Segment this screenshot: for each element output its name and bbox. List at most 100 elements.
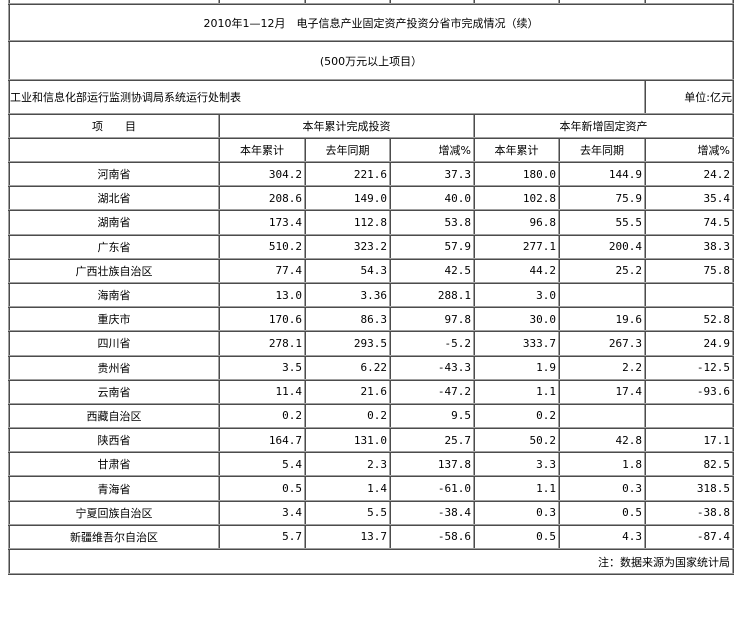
table-row: 湖北省 208.6 149.0 40.0 102.8 75.9 35.4 xyxy=(8,185,734,212)
value-cell: 510.2 xyxy=(218,233,306,260)
source-note: 注：数据来源为国家统计局 xyxy=(8,548,734,575)
header-group-new-assets: 本年新增固定资产 xyxy=(473,113,734,139)
value-cell: 131.0 xyxy=(304,427,391,454)
column-header: 本年累计 xyxy=(473,137,560,163)
province-name: 湖北省 xyxy=(8,185,220,212)
value-cell: 5.4 xyxy=(218,451,306,478)
value-cell: -47.2 xyxy=(389,378,475,405)
value-cell: 0.5 xyxy=(558,499,646,526)
value-cell: 5.7 xyxy=(218,523,306,551)
value-cell: 13.7 xyxy=(304,523,391,551)
value-cell: 55.5 xyxy=(558,209,646,236)
unit-label: 单位:亿元 xyxy=(644,79,734,115)
value-cell: 208.6 xyxy=(218,185,306,212)
table-row: 青海省 0.5 1.4 -61.0 1.1 0.3 318.5 xyxy=(8,475,734,502)
value-cell: 50.2 xyxy=(473,427,560,454)
province-name: 四川省 xyxy=(8,330,220,357)
value-cell: -12.5 xyxy=(644,354,734,381)
table-row: 宁夏回族自治区 3.4 5.5 -38.4 0.3 0.5 -38.8 xyxy=(8,499,734,526)
table-row: 海南省 13.0 3.36 288.1 3.0 xyxy=(8,281,734,309)
value-cell: 17.4 xyxy=(558,378,646,405)
stub-row xyxy=(8,0,734,5)
table-subtitle: (500万元以上项目） xyxy=(8,40,734,81)
value-cell: 0.2 xyxy=(304,402,391,430)
table-row: 甘肃省 5.4 2.3 137.8 3.3 1.8 82.5 xyxy=(8,451,734,478)
value-cell: 137.8 xyxy=(389,451,475,478)
value-cell: 86.3 xyxy=(304,306,391,333)
table-row: 新疆维吾尔自治区 5.7 13.7 -58.6 0.5 4.3 -87.4 xyxy=(8,523,734,551)
value-cell: 3.3 xyxy=(473,451,560,478)
province-name: 陕西省 xyxy=(8,427,220,454)
table-row: 贵州省 3.5 6.22 -43.3 1.9 2.2 -12.5 xyxy=(8,354,734,381)
column-header: 增减% xyxy=(389,137,475,163)
value-cell: 1.4 xyxy=(304,475,391,502)
value-cell: 38.3 xyxy=(644,233,734,260)
column-header: 去年同期 xyxy=(558,137,646,163)
column-header: 去年同期 xyxy=(304,137,391,163)
province-name: 青海省 xyxy=(8,475,220,502)
value-cell: 267.3 xyxy=(558,330,646,357)
value-cell: 4.3 xyxy=(558,523,646,551)
value-cell: 54.3 xyxy=(304,257,391,284)
value-cell: 112.8 xyxy=(304,209,391,236)
value-cell: 0.5 xyxy=(218,475,306,502)
value-cell: 24.2 xyxy=(644,160,734,188)
value-cell: 82.5 xyxy=(644,451,734,478)
value-cell: 1.9 xyxy=(473,354,560,381)
header-item: 项 目 xyxy=(8,113,220,139)
value-cell: 333.7 xyxy=(473,330,560,357)
value-cell: 25.2 xyxy=(558,257,646,284)
maker-label: 工业和信息化部运行监测协调局系统运行处制表 xyxy=(8,79,646,115)
value-cell: -93.6 xyxy=(644,378,734,405)
value-cell: 288.1 xyxy=(389,281,475,309)
value-cell: 42.5 xyxy=(389,257,475,284)
value-cell: -58.6 xyxy=(389,523,475,551)
value-cell: 75.9 xyxy=(558,185,646,212)
province-name: 贵州省 xyxy=(8,354,220,381)
value-cell: 3.5 xyxy=(218,354,306,381)
value-cell: -43.3 xyxy=(389,354,475,381)
value-cell: 25.7 xyxy=(389,427,475,454)
value-cell: 173.4 xyxy=(218,209,306,236)
value-cell: 17.1 xyxy=(644,427,734,454)
province-name: 重庆市 xyxy=(8,306,220,333)
value-cell: 5.5 xyxy=(304,499,391,526)
table-title: 2010年1—12月 电子信息产业固定资产投资分省市完成情况（续） xyxy=(8,3,734,42)
header-blank xyxy=(8,137,220,163)
value-cell: 304.2 xyxy=(218,160,306,188)
value-cell: 9.5 xyxy=(389,402,475,430)
province-name: 河南省 xyxy=(8,160,220,188)
table-row: 河南省 304.2 221.6 37.3 180.0 144.9 24.2 xyxy=(8,160,734,188)
value-cell: 277.1 xyxy=(473,233,560,260)
table-row: 湖南省 173.4 112.8 53.8 96.8 55.5 74.5 xyxy=(8,209,734,236)
value-cell: 21.6 xyxy=(304,378,391,405)
value-cell: 0.5 xyxy=(473,523,560,551)
value-cell: 0.3 xyxy=(558,475,646,502)
value-cell: -5.2 xyxy=(389,330,475,357)
value-cell: 74.5 xyxy=(644,209,734,236)
value-cell: 57.9 xyxy=(389,233,475,260)
value-cell: 149.0 xyxy=(304,185,391,212)
value-cell: 3.4 xyxy=(218,499,306,526)
value-cell: 42.8 xyxy=(558,427,646,454)
value-cell: -61.0 xyxy=(389,475,475,502)
table-row: 广东省 510.2 323.2 57.9 277.1 200.4 38.3 xyxy=(8,233,734,260)
value-cell: 44.2 xyxy=(473,257,560,284)
table-row: 陕西省 164.7 131.0 25.7 50.2 42.8 17.1 xyxy=(8,427,734,454)
value-cell: 323.2 xyxy=(304,233,391,260)
value-cell: 1.1 xyxy=(473,475,560,502)
value-cell: 96.8 xyxy=(473,209,560,236)
value-cell: 52.8 xyxy=(644,306,734,333)
value-cell: 53.8 xyxy=(389,209,475,236)
value-cell: 2.3 xyxy=(304,451,391,478)
value-cell: -38.4 xyxy=(389,499,475,526)
value-cell: 200.4 xyxy=(558,233,646,260)
province-name: 云南省 xyxy=(8,378,220,405)
province-name: 湖南省 xyxy=(8,209,220,236)
province-name: 广东省 xyxy=(8,233,220,260)
value-cell: 293.5 xyxy=(304,330,391,357)
province-name: 宁夏回族自治区 xyxy=(8,499,220,526)
column-header: 增减% xyxy=(644,137,734,163)
value-cell: -38.8 xyxy=(644,499,734,526)
value-cell: 1.1 xyxy=(473,378,560,405)
